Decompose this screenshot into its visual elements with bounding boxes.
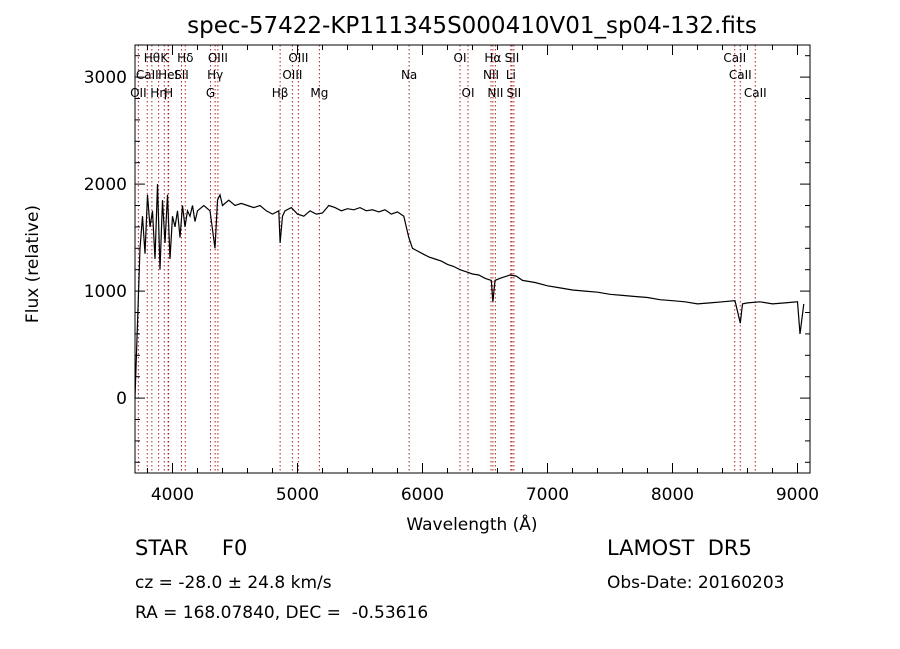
line-marker-label: G [206, 86, 215, 100]
y-axis-ticks: 0 1000 2000 3000 [84, 55, 810, 463]
line-marker-label: SII [174, 68, 189, 82]
spectrum-series-line [134, 184, 805, 399]
line-marker-label: OIII [282, 68, 302, 82]
line-marker-label: K [160, 51, 169, 65]
x-tick-label: 9000 [776, 485, 819, 505]
line-marker-label: CaII [744, 86, 767, 100]
y-axis-label: Flux (relative) [23, 205, 43, 323]
line-marker-label: NII [483, 68, 499, 82]
line-marker-label: Na [401, 68, 417, 82]
line-marker-label: Hβ [272, 86, 289, 100]
redshift-label: cz = -28.0 ± 24.8 km/s [135, 573, 332, 593]
line-marker-label: Hη [150, 86, 167, 100]
survey-label: LAMOST DR5 [607, 536, 752, 560]
y-tick-label: 2000 [84, 175, 127, 195]
x-tick-label: 4000 [151, 485, 194, 505]
line-marker-label: CaII [136, 68, 159, 82]
line-marker-labels: OIICaIIHθHηKHeIHSIIHδGHγOIIIHβOIIIOIIIMg… [130, 51, 767, 100]
line-markers [137, 45, 756, 473]
line-marker-label: Hθ [144, 51, 160, 65]
x-tick-label: 7000 [526, 485, 569, 505]
line-marker-label: OIII [208, 51, 228, 65]
line-marker-label: SII [507, 86, 522, 100]
y-tick-label: 1000 [84, 282, 127, 302]
y-tick-label: 0 [116, 389, 127, 409]
chart-title: spec-57422-KP111345S000410V01_sp04-132.f… [187, 13, 757, 39]
object-class-label: STAR F0 [135, 536, 248, 560]
line-marker-label: Hγ [207, 68, 223, 82]
line-marker-label: CaII [723, 51, 746, 65]
x-tick-label: 8000 [651, 485, 694, 505]
x-axis-label: Wavelength (Å) [406, 513, 537, 535]
coordinates-label: RA = 168.07840, DEC = -0.53616 [135, 603, 429, 623]
line-marker-label: Hα [484, 51, 501, 65]
y-tick-label: 3000 [84, 68, 127, 88]
line-marker-label: NII [487, 86, 503, 100]
x-axis-ticks: 4000 5000 6000 7000 8000 9000 [147, 45, 819, 505]
line-marker-label: Mg [310, 86, 328, 100]
line-marker-label: CaII [729, 68, 752, 82]
line-marker-label: OI [462, 86, 475, 100]
x-tick-label: 6000 [401, 485, 444, 505]
line-marker-label: OIII [288, 51, 308, 65]
line-marker-label: OII [130, 86, 147, 100]
plot-frame [134, 44, 811, 474]
obs-date-label: Obs-Date: 20160203 [607, 573, 785, 593]
line-marker-label: Hδ [177, 51, 193, 65]
line-marker-label: OI [454, 51, 467, 65]
line-marker-label: HeI [158, 68, 178, 82]
line-marker-label: Li [506, 68, 516, 82]
x-tick-label: 5000 [276, 485, 319, 505]
line-marker-label: SII [505, 51, 520, 65]
line-marker-label: H [164, 86, 173, 100]
